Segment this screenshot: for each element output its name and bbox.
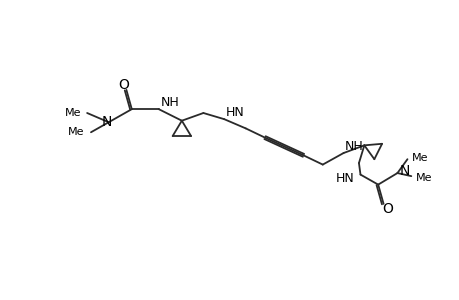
Text: N: N [399,164,409,178]
Text: Me: Me [64,108,81,118]
Text: NH: NH [160,96,179,109]
Text: O: O [118,77,129,92]
Text: HN: HN [225,106,244,119]
Text: Me: Me [411,153,428,163]
Text: Me: Me [415,173,431,183]
Text: O: O [381,202,392,216]
Text: Me: Me [68,127,84,137]
Text: HN: HN [335,172,353,185]
Text: NH: NH [344,140,363,153]
Text: N: N [102,115,112,129]
